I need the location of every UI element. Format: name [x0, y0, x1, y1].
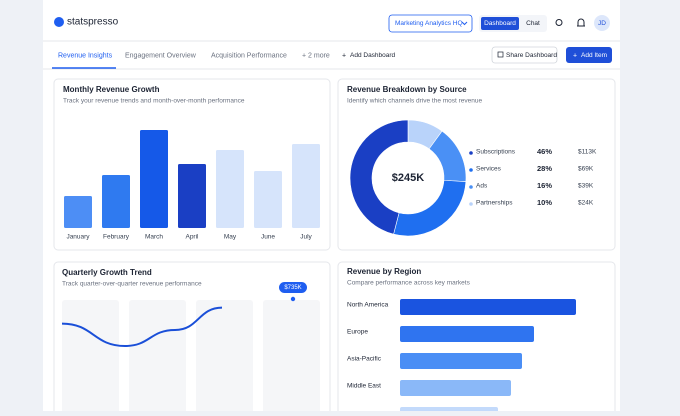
donut-segment — [349, 119, 409, 235]
add-item-label: Add Item — [581, 52, 607, 59]
region-label: Asia-Pacific — [347, 356, 382, 363]
x-label: June — [261, 234, 275, 241]
x-label: January — [66, 234, 90, 241]
column-bg — [62, 300, 119, 416]
column-bg — [196, 300, 253, 416]
region-bar — [400, 407, 498, 416]
column-bg — [129, 300, 186, 416]
region-label: Middle East — [347, 383, 381, 390]
legend-amount: $39K — [578, 183, 594, 190]
x-label: March — [145, 234, 163, 241]
share-label: Share Dashboard — [506, 52, 557, 59]
legend-percent: 46% — [537, 147, 552, 156]
region-label: North America — [347, 302, 389, 309]
bell-icon[interactable] — [577, 18, 585, 27]
add-dashboard[interactable]: Add Dashboard — [350, 52, 396, 59]
x-label: April — [185, 234, 199, 241]
tooltip-label: $735K — [284, 285, 301, 291]
legend-dot — [469, 202, 473, 206]
x-label: May — [224, 234, 237, 241]
add-item-button[interactable] — [566, 47, 612, 63]
legend-label: Partnerships — [476, 200, 513, 207]
card-subtitle: Compare performance across key markets — [347, 280, 471, 287]
workspace-select[interactable] — [388, 14, 473, 33]
share-button[interactable] — [491, 46, 558, 64]
tooltip-dot — [290, 296, 296, 302]
card — [53, 261, 331, 416]
x-label: July — [300, 234, 312, 241]
legend-percent: 10% — [537, 198, 552, 207]
tab[interactable]: Revenue Insights — [58, 52, 113, 59]
view-active[interactable] — [481, 17, 519, 30]
avatar[interactable] — [594, 15, 610, 31]
card-subtitle: Track your revenue trends and month-over… — [63, 98, 245, 105]
workspace-label: Marketing Analytics HQ — [395, 20, 463, 27]
trend-line — [61, 306, 223, 348]
add-dashboard-plus: + — [342, 52, 346, 59]
legend-amount: $24K — [578, 200, 594, 207]
region-label: Europe — [347, 329, 368, 336]
x-label: February — [103, 234, 130, 241]
card-title: Monthly Revenue Growth — [63, 85, 160, 94]
legend-amount: $113K — [578, 149, 597, 156]
card-subtitle: Identify which channels drive the most r… — [347, 98, 483, 105]
legend-dot — [469, 185, 473, 189]
view-label[interactable]: Chat — [526, 20, 540, 27]
bar — [64, 196, 92, 228]
column-bg — [263, 300, 320, 416]
region-bar — [400, 380, 511, 396]
legend-label: Services — [476, 166, 502, 173]
card-title: Quarterly Growth Trend — [62, 268, 152, 277]
tab[interactable]: Engagement Overview — [125, 52, 197, 59]
legend-percent: 28% — [537, 164, 552, 173]
logo: statspresso — [67, 17, 119, 28]
tab[interactable]: + 2 more — [302, 52, 330, 59]
card-title: Revenue by Region — [347, 267, 421, 276]
card-title: Revenue Breakdown by Source — [347, 85, 467, 94]
bar — [140, 130, 168, 228]
tab[interactable]: Acquisition Performance — [211, 52, 287, 59]
bar — [254, 171, 282, 228]
region-bar — [400, 326, 534, 342]
legend-label: Ads — [476, 183, 488, 190]
donut-total: $245K — [392, 172, 424, 184]
search-icon[interactable] — [555, 19, 563, 26]
region-bar — [400, 299, 576, 315]
bar — [178, 164, 206, 228]
bar — [292, 144, 320, 228]
add-item-plus: + — [573, 52, 577, 59]
bar — [216, 150, 244, 228]
tooltip — [279, 282, 307, 293]
legend-percent: 16% — [537, 181, 552, 190]
legend-dot — [469, 168, 473, 172]
card-subtitle: Track quarter-over-quarter revenue perfo… — [62, 281, 202, 288]
chevron — [461, 21, 468, 26]
region-bar — [400, 353, 522, 369]
legend-dot — [469, 151, 473, 155]
legend-label: Subscriptions — [476, 149, 516, 156]
legend-amount: $69K — [578, 166, 594, 173]
view-label: Dashboard — [484, 20, 516, 27]
avatar-initials: JD — [598, 20, 606, 27]
share-icon — [497, 51, 504, 58]
logo-icon — [54, 17, 64, 27]
bar — [102, 175, 130, 228]
